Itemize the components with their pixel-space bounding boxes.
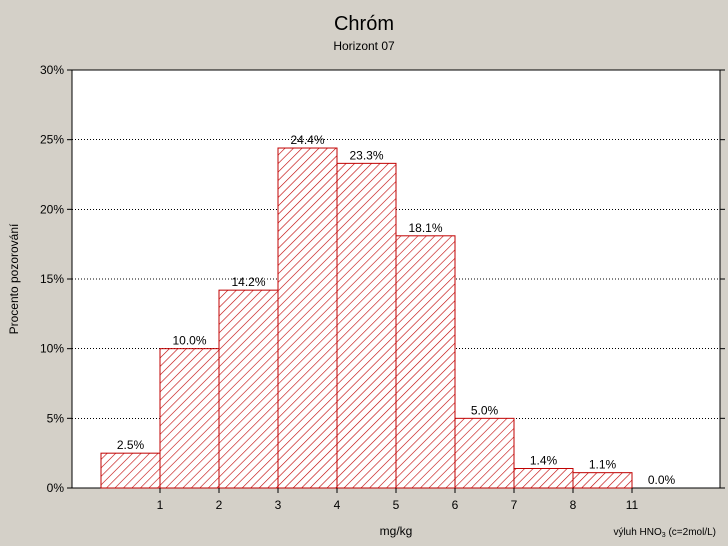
bar-data-label: 18.1% xyxy=(408,221,442,235)
bar-data-label: 0.0% xyxy=(648,473,676,487)
bar-data-label: 1.4% xyxy=(530,453,558,467)
bar xyxy=(336,162,397,489)
bar xyxy=(277,147,338,489)
x-axis-tick-labels: 1 2 3 4 5 6 7 8 11 xyxy=(157,488,639,512)
bar-data-label: 1.1% xyxy=(589,458,617,472)
chart-title: Chróm xyxy=(334,13,394,35)
y-tick-label: 20% xyxy=(40,202,64,216)
bar xyxy=(513,467,574,489)
y-tick-label: 0% xyxy=(47,481,65,495)
x-tick-label: 1 xyxy=(157,498,164,512)
bar xyxy=(159,348,220,489)
x-axis-label: mg/kg xyxy=(380,524,413,538)
bar xyxy=(572,472,633,489)
x-tick-label: 7 xyxy=(511,498,518,512)
y-axis-tick-labels: 0% 5% 10% 15% 20% 25% 30% xyxy=(40,63,64,495)
bar-data-label: 2.5% xyxy=(117,438,145,452)
bars: 2.5% 10.0% 14.2% 24.4% 23.3% 18.1% 5.0% 1.4% 1.1… xyxy=(100,133,676,489)
y-tick-label: 25% xyxy=(40,133,64,147)
bar-data-label: 24.4% xyxy=(290,133,324,147)
y-tick-label: 15% xyxy=(40,272,64,286)
method-note-subscript: 3 xyxy=(662,532,666,539)
bar-data-label: 14.2% xyxy=(231,275,265,289)
bar xyxy=(454,417,515,489)
x-tick-label: 11 xyxy=(626,498,639,512)
method-note-suffix: (c=2mol/L) xyxy=(666,527,716,538)
x-tick-label: 5 xyxy=(393,498,400,512)
bar-data-label: 5.0% xyxy=(471,403,499,417)
y-tick-label: 10% xyxy=(40,342,64,356)
bar xyxy=(218,289,279,489)
y-tick-label: 5% xyxy=(47,411,65,425)
y-axis-label: Procento pozorování xyxy=(7,223,21,334)
x-tick-label: 3 xyxy=(275,498,282,512)
method-note-prefix: výluh HNO xyxy=(613,527,662,538)
x-tick-label: 6 xyxy=(452,498,459,512)
x-tick-label: 4 xyxy=(334,498,341,512)
bar-data-label: 10.0% xyxy=(172,334,206,348)
bar-data-label: 23.3% xyxy=(349,148,383,162)
bar xyxy=(395,235,456,489)
method-note: výluh HNO3 (c=2mol/L) xyxy=(613,527,716,539)
y-tick-label: 30% xyxy=(40,63,64,77)
bar xyxy=(100,452,161,489)
chart-subtitle: Horizont 07 xyxy=(333,39,395,53)
x-tick-label: 2 xyxy=(216,498,223,512)
x-tick-label: 8 xyxy=(570,498,577,512)
